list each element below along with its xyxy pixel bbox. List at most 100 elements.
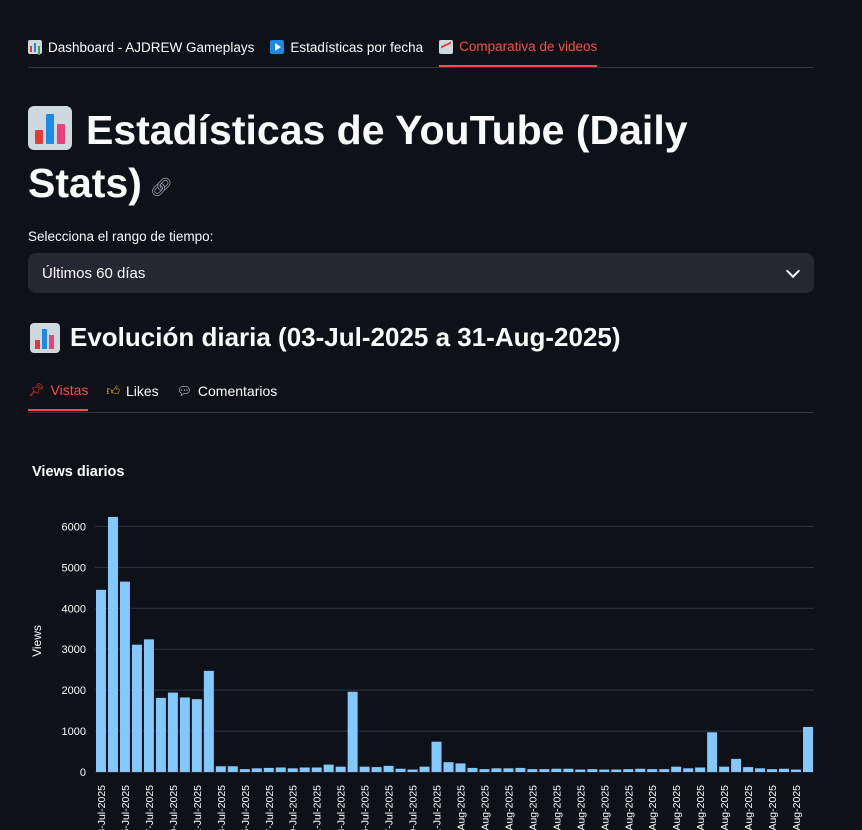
bar xyxy=(791,769,802,772)
bar-chart-icon xyxy=(28,40,42,54)
bar xyxy=(551,768,562,772)
bar xyxy=(287,768,298,772)
bar-chart-icon xyxy=(28,106,72,150)
x-tick-label: 19-Jul-2025 xyxy=(288,785,300,830)
bar xyxy=(563,768,574,772)
bar xyxy=(263,767,274,772)
nav-tab-dashboard[interactable]: Dashboard - AJDREW Gameplays xyxy=(28,28,254,66)
y-tick-label: 3000 xyxy=(62,644,86,656)
section-heading: Evolución diaria (03-Jul-2025 a 31-Aug-2… xyxy=(30,322,621,353)
bar xyxy=(299,767,310,772)
x-tick-label: 26-Aug-2025 xyxy=(743,785,755,830)
bar xyxy=(359,766,370,772)
bar xyxy=(407,769,418,772)
bar xyxy=(107,516,118,772)
bar xyxy=(671,766,682,772)
range-select-label: Selecciona el rango de tiempo: xyxy=(28,229,214,244)
metric-tabs: 📌︎ Vistas 👍︎ Likes 💬︎ Comentarios xyxy=(28,371,814,413)
bar xyxy=(311,767,322,772)
bar xyxy=(743,767,754,772)
x-tick-label: 15-Jul-2025 xyxy=(240,785,252,830)
bar xyxy=(275,767,286,772)
x-tick-label: 07-Jul-2025 xyxy=(144,785,156,830)
bar xyxy=(455,763,466,772)
tab-likes[interactable]: 👍︎ Likes xyxy=(106,371,158,410)
bar xyxy=(515,767,526,772)
bar xyxy=(395,768,406,772)
bar xyxy=(527,769,538,772)
bar xyxy=(239,769,250,772)
bar xyxy=(167,692,178,772)
bar xyxy=(647,769,658,772)
nav-tab-label: Comparativa de videos xyxy=(459,39,598,54)
bar xyxy=(599,769,610,772)
x-tick-label: 08-Aug-2025 xyxy=(527,785,539,830)
x-tick-label: 21-Jul-2025 xyxy=(312,785,324,830)
tab-comentarios[interactable]: 💬︎ Comentarios xyxy=(177,371,278,410)
bar xyxy=(803,726,813,772)
bar xyxy=(467,767,478,772)
bar xyxy=(707,732,718,772)
range-select[interactable]: Últimos 60 días xyxy=(28,253,814,293)
play-button-icon xyxy=(270,40,285,54)
bar xyxy=(119,581,130,772)
bar xyxy=(479,769,490,772)
x-tick-label: 27-Jul-2025 xyxy=(384,785,396,830)
x-tick-label: 29-Jul-2025 xyxy=(408,785,420,830)
nav-tab-comparativa[interactable]: Comparativa de videos xyxy=(439,28,598,67)
speech-bubble-icon: 💬︎ xyxy=(176,383,192,398)
nav-tab-label: Estadísticas por fecha xyxy=(290,39,424,55)
tab-vistas[interactable]: 📌︎ Vistas xyxy=(28,371,89,411)
x-tick-label: 11-Jul-2025 xyxy=(192,785,204,830)
bar xyxy=(587,769,598,772)
x-tick-label: 24-Aug-2025 xyxy=(719,785,731,830)
x-tick-label: 17-Jul-2025 xyxy=(264,785,276,830)
bar xyxy=(323,764,334,772)
x-tick-label: 03-Jul-2025 xyxy=(96,785,108,830)
nav-tab-label: Dashboard - AJDREW Gameplays xyxy=(48,39,255,55)
bar xyxy=(683,768,694,772)
bar xyxy=(767,769,778,772)
bar-chart-icon xyxy=(30,322,60,353)
bar xyxy=(659,769,670,772)
tab-label: Comentarios xyxy=(197,382,278,399)
bar xyxy=(611,769,622,772)
x-tick-label: 16-Aug-2025 xyxy=(623,785,635,830)
chart-title: Views diarios xyxy=(32,464,125,480)
x-tick-label: 22-Aug-2025 xyxy=(695,785,707,830)
page-title: Estadísticas de YouTube (Daily Stats) 🔗︎ xyxy=(28,104,748,214)
x-tick-label: 13-Jul-2025 xyxy=(216,785,228,830)
nav-tab-estadisticas[interactable]: Estadísticas por fecha xyxy=(270,28,423,66)
x-tick-label: 25-Jul-2025 xyxy=(360,785,372,830)
section-heading-text: Evolución diaria (03-Jul-2025 a 31-Aug-2… xyxy=(70,322,621,352)
link-icon[interactable]: 🔗︎ xyxy=(149,177,173,197)
x-tick-label: 10-Aug-2025 xyxy=(551,785,563,830)
x-tick-label: 06-Aug-2025 xyxy=(503,785,515,830)
x-tick-label: 04-Aug-2025 xyxy=(479,785,491,830)
bar xyxy=(419,766,430,772)
bar xyxy=(335,766,346,772)
bar xyxy=(575,769,586,772)
bar xyxy=(731,758,742,772)
x-tick-label: 12-Aug-2025 xyxy=(575,785,587,830)
y-tick-label: 1000 xyxy=(62,726,86,738)
bar xyxy=(203,670,214,772)
y-tick-label: 6000 xyxy=(62,521,86,533)
bar xyxy=(755,768,766,772)
bar xyxy=(131,644,142,772)
bar xyxy=(191,699,202,772)
x-tick-label: 30-Aug-2025 xyxy=(791,785,803,830)
bar xyxy=(371,767,382,772)
range-select-value: Últimos 60 días xyxy=(42,264,146,282)
bar xyxy=(491,768,502,772)
y-tick-label: 0 xyxy=(80,767,86,779)
y-tick-label: 5000 xyxy=(62,562,86,574)
bar xyxy=(179,697,190,772)
bar xyxy=(443,762,454,772)
chevron-down-icon xyxy=(785,263,801,279)
x-tick-label: 20-Aug-2025 xyxy=(671,785,683,830)
bar xyxy=(383,765,394,772)
bar xyxy=(215,766,226,772)
bar xyxy=(96,589,106,772)
y-tick-label: 2000 xyxy=(62,685,86,697)
